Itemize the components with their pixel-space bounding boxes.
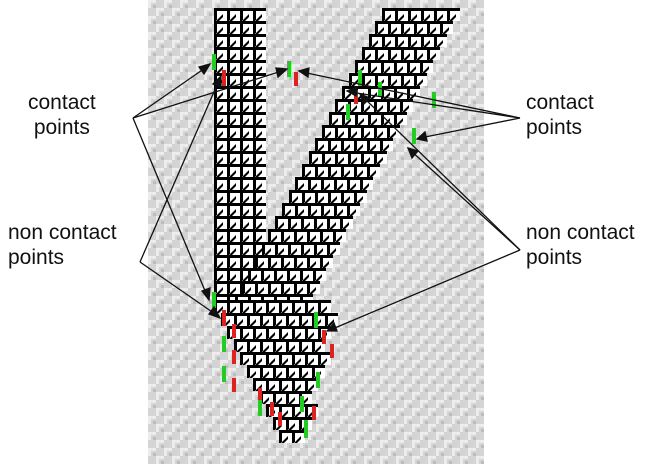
contact-marker (212, 54, 216, 70)
arrowhead (358, 92, 372, 106)
collision-zone (214, 300, 338, 443)
noncontact-marker (322, 330, 326, 344)
contact-marker (358, 70, 362, 86)
contact-marker (258, 400, 262, 416)
contact-marker (222, 366, 226, 382)
contact-marker (287, 61, 291, 77)
arrowhead (325, 321, 338, 332)
arrow (139, 77, 221, 263)
contact-marker (316, 372, 320, 388)
arrow (132, 69, 286, 119)
noncontact-marker (232, 378, 236, 392)
contact-marker (222, 336, 226, 352)
arrow (361, 95, 521, 251)
noncontact-marker (232, 324, 236, 338)
arrowhead (211, 74, 222, 88)
non-contact-points-label: non contact points (8, 221, 117, 269)
annotation-arrows (132, 62, 521, 332)
contact-point-markers (212, 54, 436, 438)
left-automaton-stripe (214, 8, 266, 307)
arrowhead (415, 130, 428, 142)
arrowhead (406, 146, 420, 160)
arrow (139, 261, 219, 317)
arrow (301, 71, 521, 119)
noncontact-marker (232, 350, 236, 364)
contact-marker (314, 312, 318, 328)
arrowhead (297, 67, 310, 79)
noncontact-marker (278, 412, 282, 426)
noncontact-marker (330, 344, 334, 358)
arrowhead (275, 67, 289, 79)
arrow (132, 117, 209, 299)
arrow (329, 249, 521, 331)
arrow (349, 91, 521, 119)
contact-marker (212, 292, 216, 308)
arrowhead (207, 305, 222, 320)
noncontact-marker (270, 402, 274, 416)
non-contact-points-label: non contact points (526, 221, 635, 269)
noncontact-marker (258, 388, 262, 400)
noncontact-marker (222, 310, 226, 326)
noncontact-marker (354, 90, 358, 104)
noncontact-marker (222, 70, 226, 86)
contact-marker (300, 396, 304, 412)
contact-points-label: contact points (28, 91, 96, 139)
noncontact-marker (312, 406, 316, 420)
contact-marker (412, 128, 416, 144)
arrowhead (200, 287, 211, 302)
noncontact-point-markers (222, 70, 358, 426)
arrow (419, 117, 521, 139)
noncontact-marker (294, 72, 298, 86)
contact-marker (304, 420, 308, 438)
arrow (409, 149, 521, 251)
contact-points-label: contact points (526, 91, 594, 139)
arrow (132, 65, 209, 119)
arrowhead (197, 62, 212, 76)
arrowhead (345, 85, 358, 98)
contact-marker (346, 104, 350, 120)
